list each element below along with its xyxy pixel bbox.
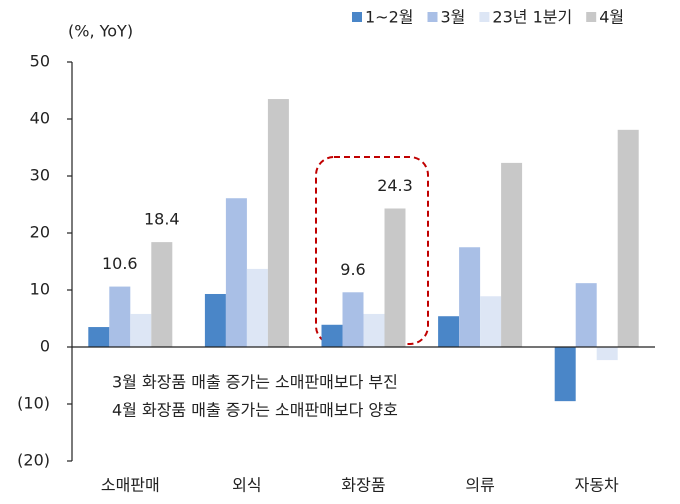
bar <box>246 268 268 347</box>
y-tick-label: 50 <box>30 52 50 71</box>
bar <box>363 313 385 347</box>
bar <box>225 198 247 347</box>
data-label: 9.6 <box>340 260 365 279</box>
legend-swatch <box>352 12 362 22</box>
y-tick-label: (20) <box>17 451 50 470</box>
legend-label: 23년 1분기 <box>492 8 572 27</box>
bar <box>480 296 502 347</box>
x-tick-label: 의류 <box>465 476 494 495</box>
annotation: 3월 화장품 매출 증가는 소매판매보다 부진 <box>112 373 398 392</box>
y-tick-label: (10) <box>17 394 50 413</box>
bar <box>617 129 639 347</box>
y-tick-label: 20 <box>30 223 50 242</box>
x-tick-label: 외식 <box>232 476 261 495</box>
data-label: 24.3 <box>377 176 413 195</box>
data-label: 18.4 <box>144 210 180 229</box>
legend-swatch <box>479 12 490 22</box>
data-label: 10.6 <box>102 254 138 273</box>
bar <box>267 99 289 347</box>
bar <box>384 208 406 347</box>
bar <box>438 316 460 347</box>
bar <box>109 286 131 347</box>
bar <box>459 247 481 347</box>
x-tick-label: 화장품 <box>341 476 385 495</box>
legend-label: 3월 <box>441 8 466 27</box>
bar <box>501 162 523 347</box>
bar <box>554 347 576 402</box>
annotation: 4월 화장품 매출 증가는 소매판매보다 양호 <box>112 401 398 420</box>
unit-label: (%, YoY) <box>68 22 133 41</box>
legend-label: 4월 <box>599 8 624 27</box>
bar <box>342 292 364 347</box>
bar <box>204 293 226 347</box>
legend-swatch <box>586 12 597 22</box>
y-tick-label: 40 <box>30 109 50 128</box>
bar <box>88 327 110 347</box>
bar <box>151 242 173 347</box>
bar <box>130 313 152 347</box>
y-tick-label: 10 <box>30 280 50 299</box>
bar <box>596 347 618 361</box>
bar <box>321 324 343 347</box>
legend-label: 1~2월 <box>365 8 414 27</box>
y-tick-label: 0 <box>40 337 50 356</box>
x-tick-label: 소매판매 <box>101 476 160 495</box>
legend-swatch <box>427 12 438 22</box>
x-tick-label: 자동차 <box>575 476 619 495</box>
bar <box>575 283 597 347</box>
y-tick-label: 30 <box>30 166 50 185</box>
